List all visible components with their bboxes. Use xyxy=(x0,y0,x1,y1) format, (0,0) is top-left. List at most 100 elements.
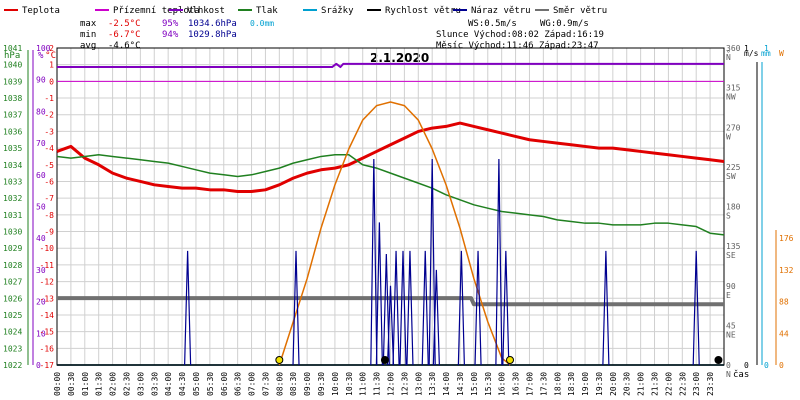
gust-spike xyxy=(375,222,383,366)
gust-spike xyxy=(428,158,436,366)
tick-label: NE xyxy=(726,330,736,339)
tick-label: 1 xyxy=(49,61,54,70)
stat-value: 0.0mm xyxy=(250,19,274,28)
stat-value: -4.6°C xyxy=(108,41,141,51)
tick-label: 1037 xyxy=(3,111,22,120)
tick-label: 1026 xyxy=(3,294,22,303)
tick-label: N xyxy=(726,370,731,379)
series-line xyxy=(56,154,725,236)
legend-label: Teplota xyxy=(22,6,60,16)
gust-spike xyxy=(386,285,395,366)
tick-label: 1034 xyxy=(3,161,22,170)
x-tick-label: 21:00 xyxy=(637,372,646,396)
sun-times: Slunce Východ:08:02 Západ:16:19 xyxy=(436,30,604,40)
x-tick-label: 20:30 xyxy=(623,372,632,396)
tick-label: 40 xyxy=(36,234,46,243)
tick-label: 60 xyxy=(36,171,46,180)
stat-value: 95% xyxy=(162,19,179,29)
x-tick-label: 12:00 xyxy=(387,372,396,396)
tick-label: 1033 xyxy=(3,177,22,186)
x-tick-label: 14:00 xyxy=(442,372,451,396)
tick-label: 1031 xyxy=(3,211,22,220)
stat-value: 1029.8hPa xyxy=(188,30,237,40)
x-tick-label: 15:30 xyxy=(484,372,493,396)
tick-label: -5 xyxy=(44,161,54,170)
tick-label: 1022 xyxy=(3,361,22,370)
tick-label: 2 xyxy=(49,44,54,53)
x-tick-label: 00:30 xyxy=(67,372,76,396)
x-tick-label: 14:30 xyxy=(456,372,465,396)
legend-label: Vlhkost xyxy=(187,6,225,16)
tick-label: -3 xyxy=(44,127,54,136)
axis-label: m/s xyxy=(744,49,759,58)
x-tick-label: 04:30 xyxy=(178,372,187,396)
tick-label: -12 xyxy=(40,278,55,287)
gust-spike xyxy=(602,250,610,366)
tick-label: 0 xyxy=(726,361,731,370)
tick-label: 176 xyxy=(779,234,794,243)
tick-label: 90 xyxy=(726,282,736,291)
x-tick-label: 02:30 xyxy=(122,372,131,396)
legend-label: Tlak xyxy=(256,6,278,16)
x-tick-label: 09:30 xyxy=(317,372,326,396)
tick-label: 30 xyxy=(36,266,46,275)
tick-label: 1023 xyxy=(3,344,22,353)
x-tick-label: 16:00 xyxy=(498,372,507,396)
tick-label: -7 xyxy=(44,194,54,203)
axis-label: °C xyxy=(45,51,56,61)
x-tick-label: 04:00 xyxy=(164,372,173,396)
gust-spike xyxy=(457,250,465,366)
tick-label: -1 xyxy=(44,94,54,103)
tick-label: -9 xyxy=(44,228,54,237)
x-tick-label: 13:30 xyxy=(428,372,437,396)
tick-label: 0 xyxy=(764,361,769,370)
tick-label: 1029 xyxy=(3,244,22,253)
x-tick-label: 11:30 xyxy=(373,372,382,396)
tick-label: -17 xyxy=(40,361,55,370)
tick-label: -13 xyxy=(40,294,55,303)
x-tick-label: 05:00 xyxy=(192,372,201,396)
gust-spike xyxy=(406,250,414,366)
tick-label: 135 xyxy=(726,242,741,251)
x-tick-label: 13:00 xyxy=(414,372,423,396)
tick-label: 50 xyxy=(36,203,46,212)
tick-label: 1032 xyxy=(3,194,22,203)
x-tick-label: 07:00 xyxy=(248,372,257,396)
x-axis-label: čas xyxy=(733,369,749,380)
axis-label: hPa xyxy=(4,51,20,61)
tick-label: 0 xyxy=(36,361,41,370)
tick-label: 0 xyxy=(744,361,749,370)
tick-label: 45 xyxy=(726,321,736,330)
x-tick-label: 10:30 xyxy=(345,372,354,396)
tick-label: 1028 xyxy=(3,261,22,270)
legend-label: Srážky xyxy=(321,6,354,16)
tick-label: 315 xyxy=(726,84,741,93)
axis-label: W xyxy=(779,49,784,58)
x-tick-label: 07:30 xyxy=(261,372,270,396)
tick-label: E xyxy=(726,291,731,300)
series-line xyxy=(57,296,724,307)
tick-label: 1024 xyxy=(3,328,22,337)
x-tick-label: 23:00 xyxy=(692,372,701,396)
x-tick-label: 00:00 xyxy=(53,372,62,396)
stat-label: min xyxy=(80,30,96,40)
x-tick-label: 03:30 xyxy=(150,372,159,396)
gust-spike xyxy=(370,158,378,366)
gust-spike xyxy=(432,269,440,366)
x-tick-label: 06:30 xyxy=(234,372,243,396)
series-line xyxy=(278,101,511,366)
tick-label: 88 xyxy=(779,298,789,307)
tick-label: 44 xyxy=(779,329,789,338)
gust-spike xyxy=(399,250,407,366)
stat-value: WS:0.5m/s xyxy=(468,19,517,29)
legend-label: Náraz větru xyxy=(471,6,531,16)
axis-label: ° xyxy=(726,49,731,58)
tick-label: 1 xyxy=(744,44,749,53)
x-tick-label: 01:00 xyxy=(81,372,90,396)
gust-spike xyxy=(421,250,429,366)
x-tick-label: 18:00 xyxy=(553,372,562,396)
x-tick-label: 02:00 xyxy=(109,372,118,396)
moon-times: Měsíc Východ:11:46 Západ:23:47 xyxy=(436,41,599,51)
tick-label: 132 xyxy=(779,266,794,275)
x-tick-label: 12:30 xyxy=(400,372,409,396)
